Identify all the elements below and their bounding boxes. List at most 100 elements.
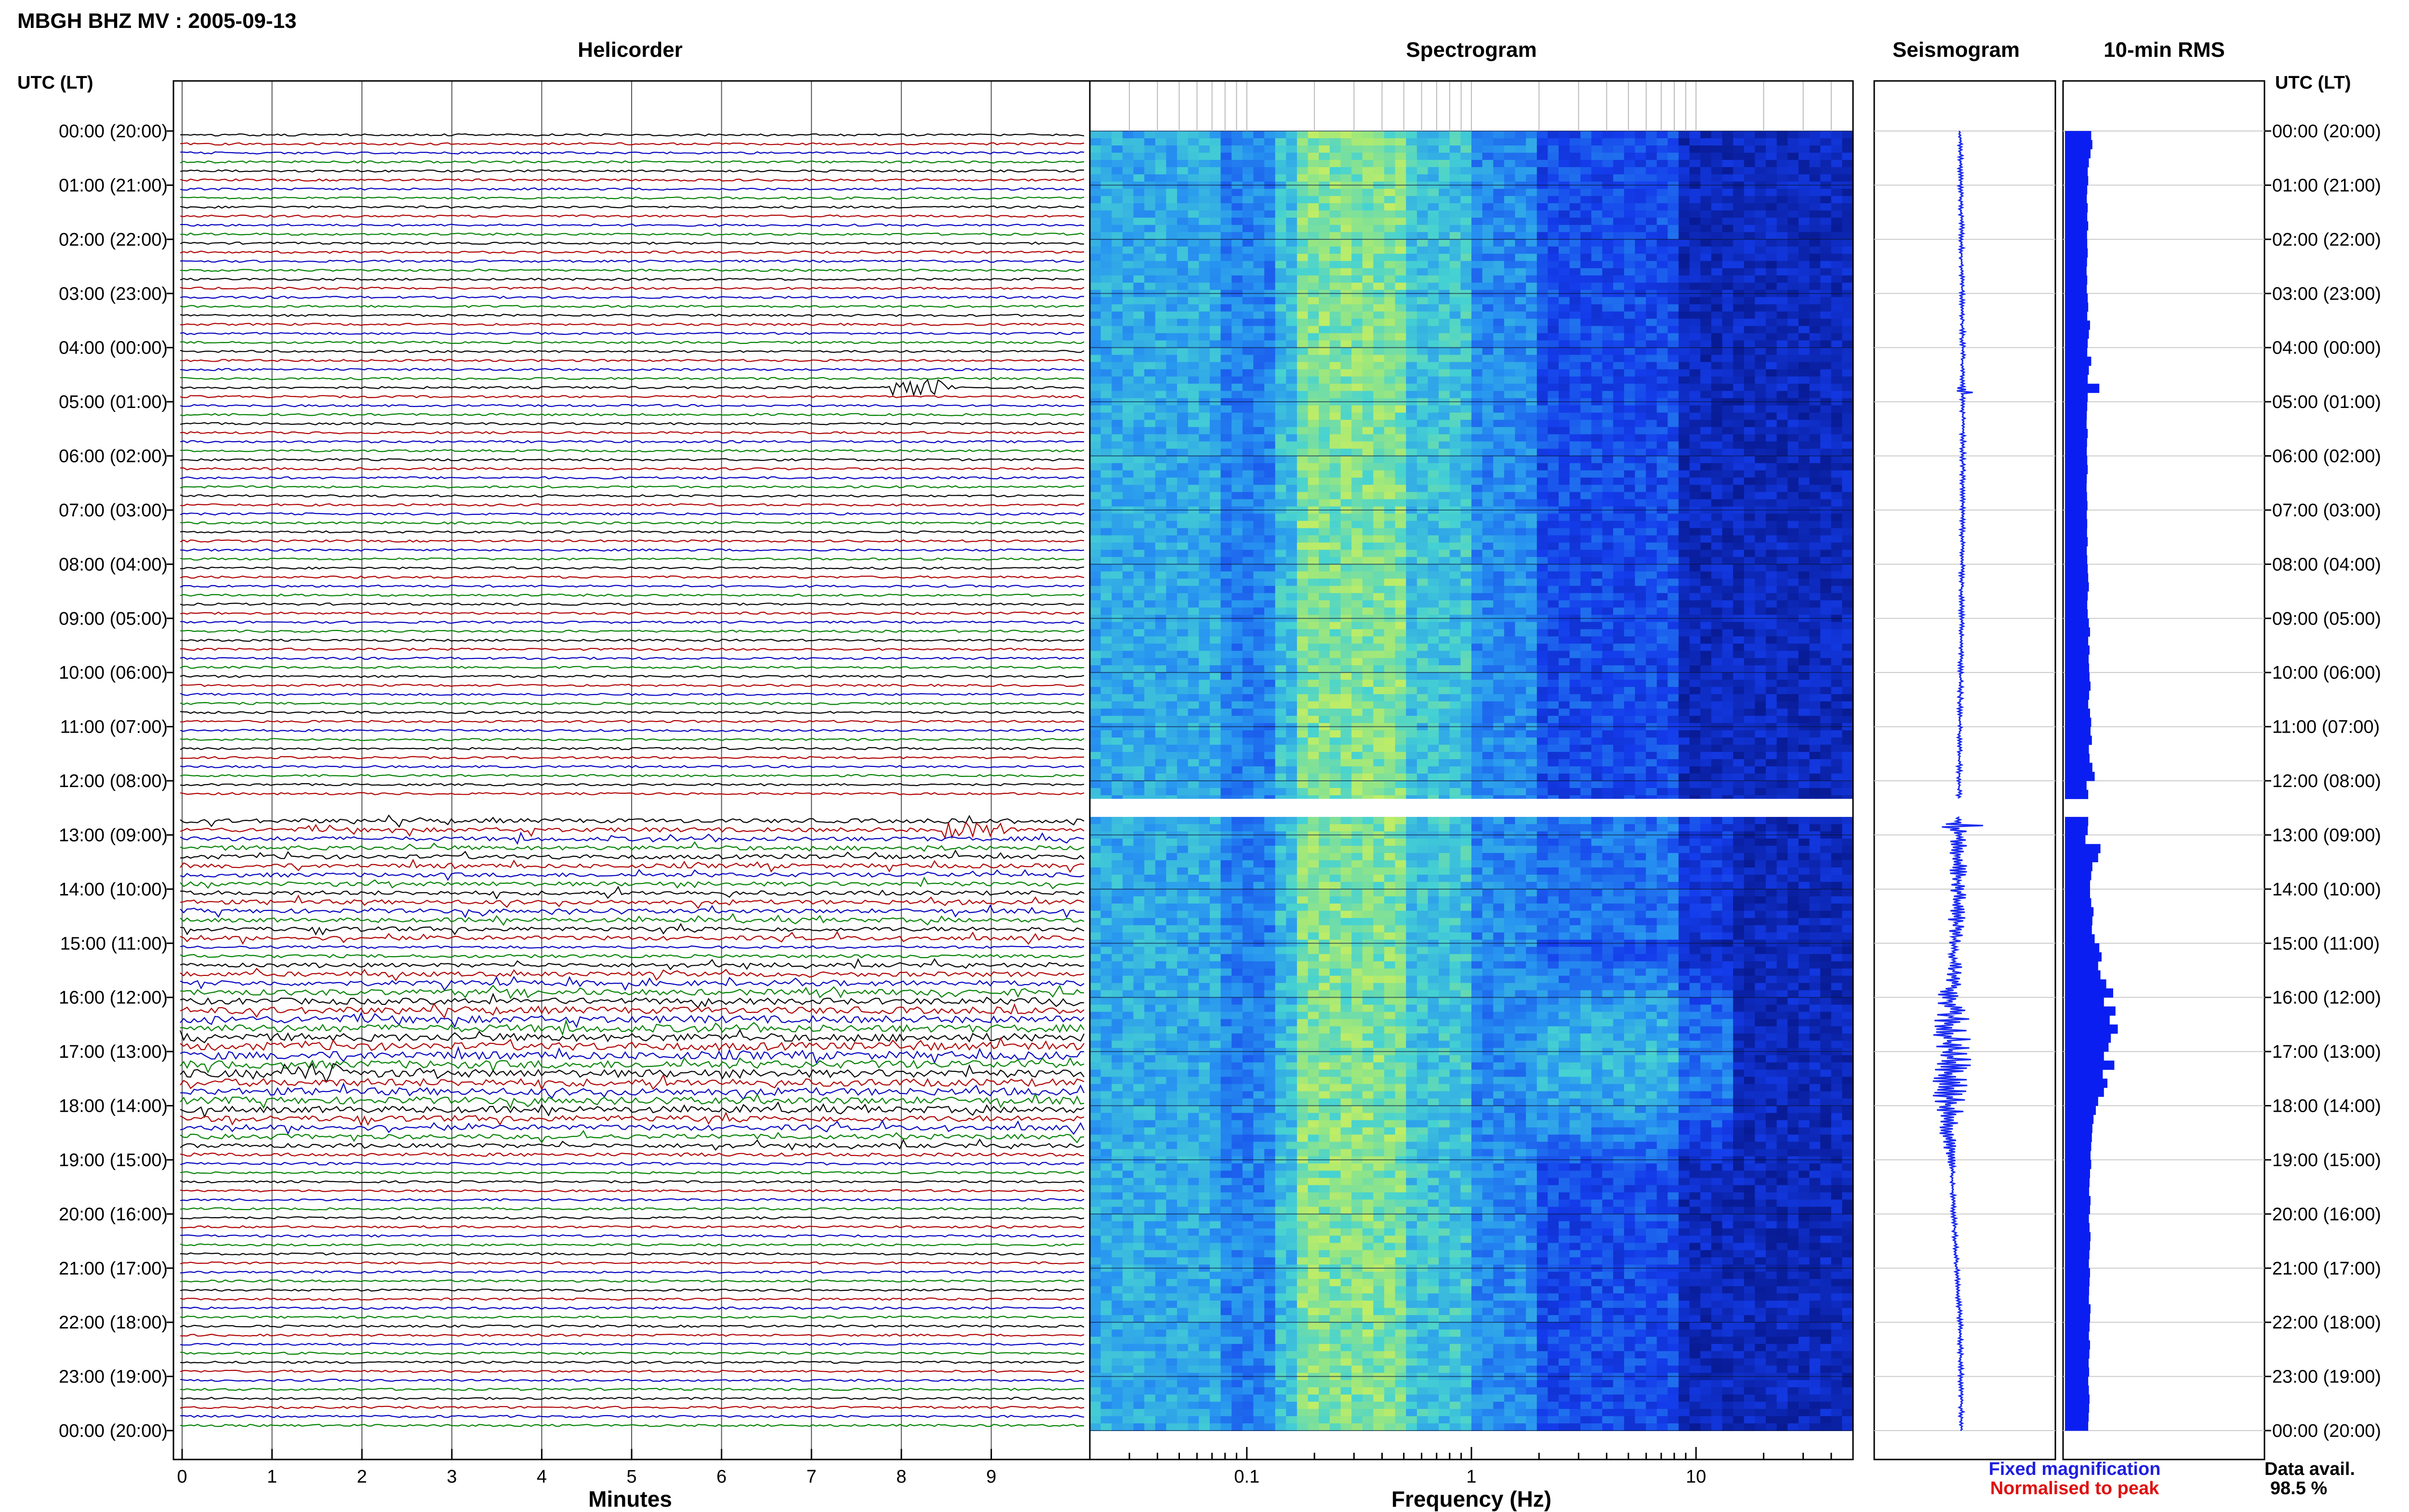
spectrogram-cell — [1766, 239, 1777, 247]
spectrogram-cell — [1297, 593, 1309, 601]
spectrogram-cell — [1275, 550, 1287, 558]
spectrogram-cell — [1090, 268, 1101, 276]
spectrogram-cell — [1493, 456, 1505, 464]
spectrogram-cell — [1678, 412, 1690, 421]
spectrogram-cell — [1340, 153, 1352, 160]
spectrogram-cell — [1471, 297, 1483, 305]
spectrogram-cell — [1515, 499, 1526, 507]
spectrogram-cell — [1351, 355, 1363, 363]
spectrogram-cell — [1700, 470, 1712, 478]
spectrogram-cell — [1406, 311, 1417, 319]
spectrogram-cell — [1406, 492, 1417, 500]
spectrogram-cell — [1133, 326, 1145, 334]
spectrogram-cell — [1536, 579, 1549, 587]
spectrogram-cell — [1362, 448, 1374, 457]
spectrogram-cell — [1591, 499, 1603, 507]
spectrogram-cell — [1319, 405, 1330, 413]
spectrogram-cell — [1209, 362, 1221, 370]
spectrogram-cell — [1569, 311, 1581, 319]
spectrogram-cell — [1536, 470, 1549, 478]
spectrogram-cell — [1384, 391, 1396, 399]
spectrogram-cell — [1384, 153, 1396, 160]
spectrogram-cell — [1526, 282, 1537, 290]
spectrogram-cell — [1515, 347, 1526, 355]
spectrogram-cell — [1199, 160, 1210, 168]
spectrogram-cell — [1766, 636, 1777, 644]
spectrogram-cell — [1373, 253, 1385, 262]
spectrogram-cell — [1493, 477, 1505, 486]
spectrogram-cell — [1439, 600, 1450, 608]
spectrogram-cell — [1678, 629, 1690, 637]
spectrogram-cell — [1416, 318, 1429, 327]
spectrogram-cell — [1668, 579, 1679, 587]
spectrogram-cell — [1613, 174, 1625, 182]
spectrogram-cell — [1842, 636, 1853, 644]
spectrogram-cell — [1755, 304, 1766, 312]
spectrogram-cell — [1428, 145, 1439, 153]
spectrogram-cell — [1646, 427, 1657, 435]
spectrogram-cell — [1231, 362, 1243, 370]
spectrogram-cell — [1646, 622, 1657, 630]
spectrogram-cell — [1275, 448, 1287, 457]
spectrogram-cell — [1613, 463, 1625, 471]
spectrogram-cell — [1733, 239, 1745, 247]
spectrogram-cell — [1264, 340, 1276, 348]
spectrogram-cell — [1297, 217, 1309, 225]
spectrogram-cell — [1373, 311, 1385, 319]
spectrogram-cell — [1646, 528, 1657, 536]
spectrogram-cell — [1591, 636, 1603, 644]
spectrogram-cell — [1656, 253, 1668, 262]
spectrogram-cell — [1526, 427, 1537, 435]
spectrogram-cell — [1144, 456, 1156, 464]
spectrogram-cell — [1242, 622, 1254, 630]
spectrogram-cell — [1275, 593, 1287, 601]
spectrogram-cell — [1755, 420, 1766, 428]
spectrogram-cell — [1733, 275, 1745, 283]
spectrogram-cell — [1177, 239, 1189, 247]
spectrogram-cell — [1406, 441, 1417, 449]
spectrogram-cell — [1100, 145, 1112, 153]
spectrogram-cell — [1559, 463, 1570, 471]
spectrogram-cell — [1199, 131, 1210, 139]
spectrogram-cell — [1297, 550, 1309, 558]
spectrogram-cell — [1460, 427, 1472, 435]
spectrogram-cell — [1329, 232, 1341, 240]
spectrogram-cell — [1842, 253, 1853, 262]
spectrogram-cell — [1340, 145, 1352, 153]
spectrogram-cell — [1428, 362, 1439, 370]
spectrogram-cell — [1744, 253, 1756, 262]
spectrogram-cell — [1308, 160, 1319, 168]
spectrogram-cell — [1787, 318, 1799, 327]
spectrogram-cell — [1646, 448, 1657, 457]
spectrogram-cell — [1449, 347, 1461, 355]
spectrogram-cell — [1090, 318, 1101, 327]
spectrogram-cell — [1613, 217, 1625, 225]
spectrogram-cell — [1635, 513, 1646, 522]
spectrogram-cell — [1308, 131, 1319, 139]
spectrogram-cell — [1460, 174, 1472, 182]
spectrogram-cell — [1166, 333, 1178, 341]
spectrogram-cell — [1416, 593, 1429, 601]
spectrogram-cell — [1231, 448, 1243, 457]
spectrogram-cell — [1842, 275, 1853, 283]
spectrogram-cell — [1166, 477, 1178, 486]
spectrogram-cell — [1199, 210, 1210, 218]
spectrogram-cell — [1406, 427, 1417, 435]
spectrogram-cell — [1678, 600, 1690, 608]
spectrogram-cell — [1275, 311, 1287, 319]
spectrogram-cell — [1406, 571, 1417, 579]
spectrogram-cell — [1439, 376, 1450, 384]
spectrogram-cell — [1253, 275, 1265, 283]
spectrogram-cell — [1591, 145, 1603, 153]
spectrogram-cell — [1416, 232, 1429, 240]
spectrogram-cell — [1439, 557, 1450, 565]
spectrogram-cell — [1340, 434, 1352, 442]
spectrogram-cell — [1253, 571, 1265, 579]
spectrogram-cell — [1449, 622, 1461, 630]
spectrogram-cell — [1133, 355, 1145, 363]
spectrogram-cell — [1482, 485, 1494, 493]
spectrogram-cell — [1493, 160, 1505, 168]
spectrogram-cell — [1439, 629, 1450, 637]
spectrogram-cell — [1755, 275, 1766, 283]
spectrogram-cell — [1100, 644, 1112, 651]
